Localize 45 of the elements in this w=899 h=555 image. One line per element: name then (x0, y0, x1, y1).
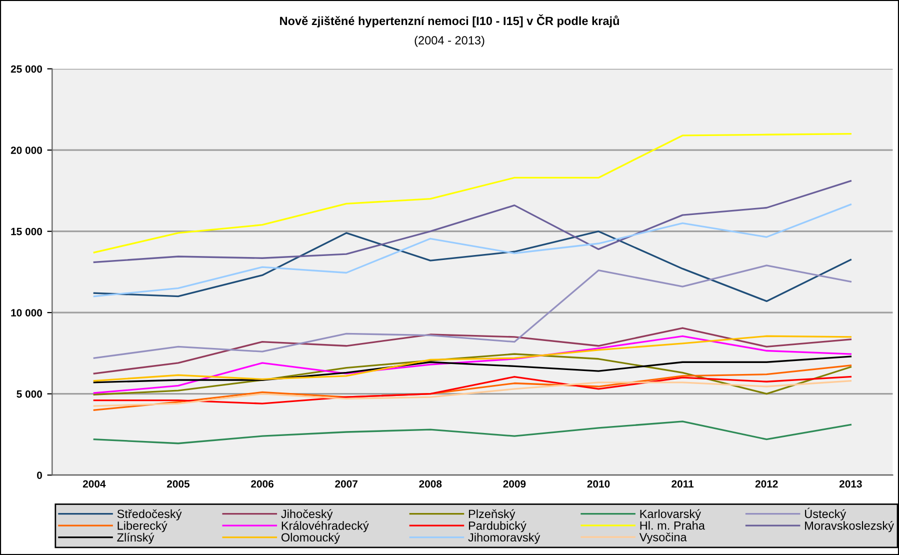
legend-label: Královéhradecký (282, 521, 369, 532)
y-tick-label: 15 000 (11, 228, 42, 236)
x-tick-label: 2007 (335, 480, 358, 488)
legend-label: Jihočeský (281, 509, 333, 520)
legend-label: Vysočina (639, 532, 687, 544)
line-series (93, 264, 852, 359)
x-tick-label: 2008 (419, 480, 442, 488)
x-tick-label: 2006 (251, 480, 274, 488)
line-series (93, 180, 852, 264)
x-tick-label: 2009 (503, 480, 526, 488)
legend-label: Plzeňský (468, 509, 516, 520)
legend-label: Hl. m. Praha (640, 521, 705, 530)
line-series (93, 420, 852, 444)
legend-label: Liberecký (118, 521, 168, 532)
chart-subtitle: (2004 - 2013) (414, 36, 484, 47)
y-tick-label: 20 000 (10, 146, 42, 154)
line-series (93, 204, 852, 298)
y-tick-label: 10 000 (11, 309, 42, 316)
chart-title: Nově zjištěné hypertenzní nemoci [I10 - I15] v ČR podle krajů (280, 14, 619, 28)
line-series (93, 335, 852, 394)
x-tick-label: 2013 (839, 480, 862, 488)
line-series (93, 230, 852, 302)
legend-label: Pardubický (468, 521, 526, 532)
x-tick-label: 2010 (587, 480, 610, 488)
y-tick-label: 5 000 (16, 390, 42, 398)
x-tick-label: 2011 (672, 480, 694, 488)
legend-label: Olomoucký (281, 532, 340, 544)
line-series (93, 356, 852, 384)
legend-label: Moravskoslezský (805, 521, 894, 532)
y-tick-label: 25 000 (10, 65, 42, 73)
line-series (93, 335, 852, 382)
legend-label: Středočeský (117, 509, 182, 520)
line-series (93, 376, 852, 404)
legend-label: Ústecký (805, 508, 846, 520)
legend-label: Karlovarský (640, 509, 701, 520)
legend-label: Jihomoravský (468, 532, 540, 544)
x-tick-label: 2004 (82, 480, 106, 488)
line-series (93, 353, 852, 396)
x-tick-label: 2012 (755, 480, 778, 488)
line-series (93, 380, 852, 407)
line-series (93, 132, 852, 254)
y-tick-label: 0 (37, 472, 42, 479)
x-tick-label: 2005 (167, 480, 190, 488)
line-series (93, 327, 852, 374)
legend-label: Zlínský (117, 532, 154, 544)
